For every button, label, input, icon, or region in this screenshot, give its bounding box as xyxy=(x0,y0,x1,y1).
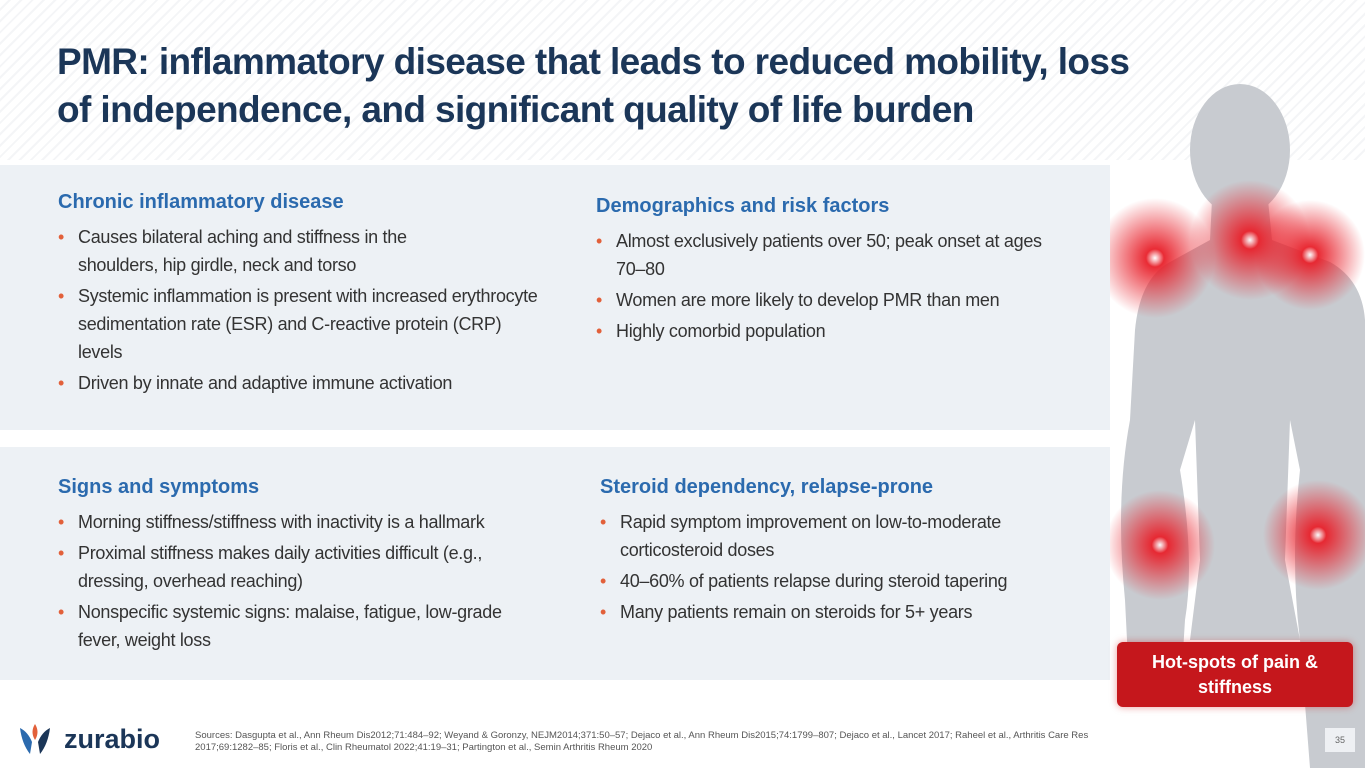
section: Steroid dependency, relapse-prone Rapid … xyxy=(600,476,1070,629)
logo-mark xyxy=(20,724,50,754)
bullet: Almost exclusively patients over 50; pea… xyxy=(596,227,1056,283)
section-heading: Steroid dependency, relapse-prone xyxy=(600,476,934,498)
callout-text: Hot-spots of pain & stiffness xyxy=(1152,651,1318,697)
title-background xyxy=(0,0,1365,160)
bullet-list: Morning stiffness/stiffness with inactiv… xyxy=(58,508,538,654)
bullet: Rapid symptom improvement on low-to-mode… xyxy=(600,508,1050,564)
section-heading: Chronic inflammatory disease xyxy=(58,191,344,213)
section-heading: Demographics and risk factors xyxy=(596,195,890,217)
bullet-list: Almost exclusively patients over 50; pea… xyxy=(596,227,1056,345)
logo-text: zurabio xyxy=(64,723,161,754)
sources: Sources: Dasgupta et al., Ann Rheum Dis2… xyxy=(195,730,1089,753)
bullet: Morning stiffness/stiffness with inactiv… xyxy=(58,508,558,536)
bullet: Highly comorbid population xyxy=(596,317,1056,345)
section: Signs and symptoms Morning stiffness/sti… xyxy=(58,476,538,657)
bullet: 40–60% of patients relapse during steroi… xyxy=(600,567,1080,595)
bullet: Nonspecific systemic signs: malaise, fat… xyxy=(58,598,518,654)
callout: Hot-spots of pain & stiffness xyxy=(1117,642,1353,707)
section: Demographics and risk factors Almost exc… xyxy=(596,195,1056,348)
bullet: Many patients remain on steroids for 5+ … xyxy=(600,598,1080,626)
section: Chronic inflammatory disease Causes bila… xyxy=(58,191,538,400)
bullet: Proximal stiffness makes daily activitie… xyxy=(58,539,548,595)
bullet: Driven by innate and adaptive immune act… xyxy=(58,369,538,397)
section-heading: Signs and symptoms xyxy=(58,476,260,498)
page-number: 35 xyxy=(1325,728,1355,752)
slide-title: PMR: inflammatory disease that leads to … xyxy=(57,41,1130,130)
bullet-list: Rapid symptom improvement on low-to-mode… xyxy=(600,508,1070,626)
bullet: Women are more likely to develop PMR tha… xyxy=(596,286,1056,314)
bullet-list: Causes bilateral aching and stiffness in… xyxy=(58,223,538,397)
logo: zurabio xyxy=(18,722,160,756)
bullet: Causes bilateral aching and stiffness in… xyxy=(58,223,478,279)
bullet: Systemic inflammation is present with in… xyxy=(58,282,538,366)
